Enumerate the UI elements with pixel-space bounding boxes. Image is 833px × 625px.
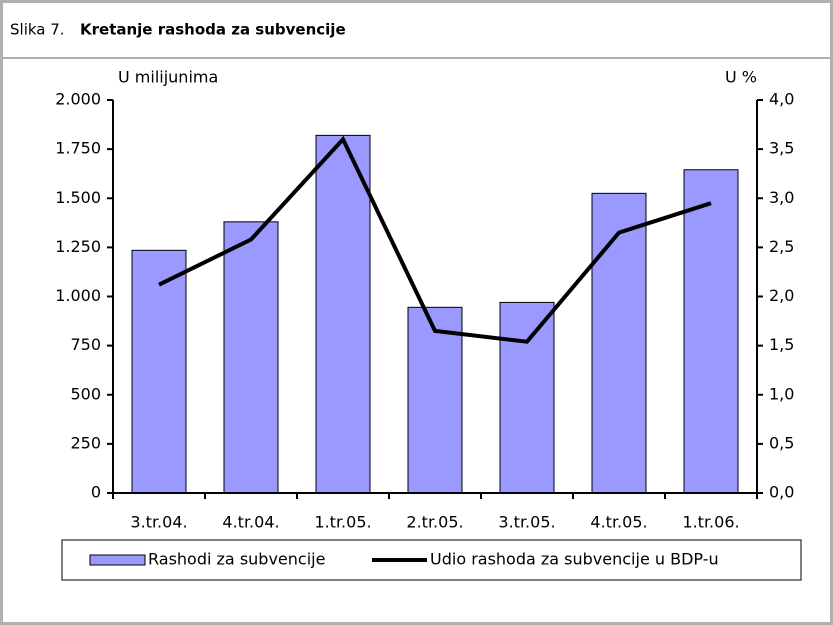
x-tick-label: 3.tr.05. [498,513,555,532]
legend-label: Rashodi za subvencije [148,550,325,569]
y2-tick-label: 0,0 [769,483,794,502]
y2-tick-label: 4,0 [769,90,794,109]
y-tick-label: 500 [70,384,101,403]
legend [61,539,802,581]
x-tick-label: 2.tr.05. [406,513,463,532]
bar [131,249,187,494]
y2-tick-label: 2,5 [769,237,794,256]
x-tick-label: 3.tr.04. [130,513,187,532]
y-tick-label: 1.500 [55,188,101,207]
y2-axis-label: U % [725,68,757,87]
figure-label: Slika 7. [10,21,65,39]
bar [315,134,371,494]
y-tick-label: 1.250 [55,237,101,256]
y2-tick-label: 3,0 [769,188,794,207]
x-tick-label: 1.tr.06. [682,513,739,532]
y2-tick-label: 0,5 [769,433,794,452]
x-tick-label: 4.tr.05. [590,513,647,532]
legend-swatch [89,554,146,566]
y2-tick-label: 1,0 [769,384,794,403]
y2-tick-label: 1,5 [769,335,794,354]
y-tick-label: 2.000 [55,90,101,109]
bar [499,301,555,494]
y-tick-label: 250 [70,433,101,452]
y-tick-label: 1.750 [55,139,101,158]
x-tick-label: 4.tr.04. [222,513,279,532]
y2-tick-label: 2,0 [769,286,794,305]
y-axis-label: U milijunima [118,68,218,87]
x-tick-label: 1.tr.05. [314,513,371,532]
line [158,135,712,344]
chart-title: Kretanje rashoda za subvencije [80,21,346,39]
y-tick-label: 1.000 [55,286,101,305]
bar [407,306,463,494]
y2-tick-label: 3,5 [769,139,794,158]
bar [591,192,647,494]
bar [223,221,279,494]
y-tick-label: 0 [91,483,101,502]
bar [683,169,739,494]
y-tick-label: 750 [70,335,101,354]
legend-label: Udio rashoda za subvencije u BDP-u [430,550,719,569]
